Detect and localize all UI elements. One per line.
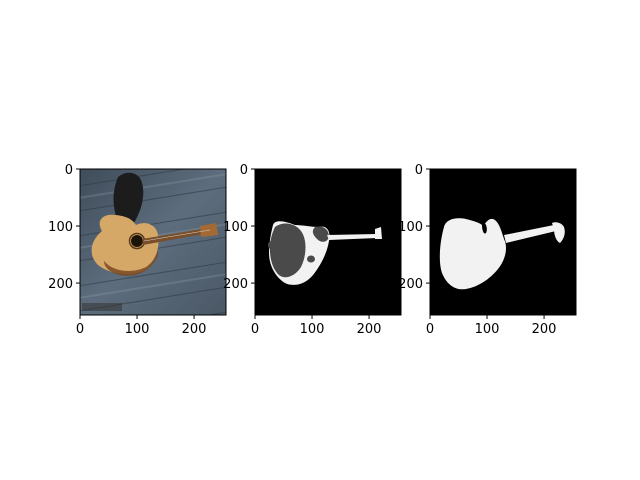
y-tick-label: 200 bbox=[398, 277, 423, 292]
y-tick-label: 100 bbox=[223, 220, 248, 235]
x-tick-label: 200 bbox=[357, 322, 382, 337]
y-tick-label: 200 bbox=[223, 277, 248, 292]
x-tick-label: 200 bbox=[182, 322, 207, 337]
y-tick-label: 0 bbox=[240, 163, 248, 178]
y-ticks: 0 100 200 bbox=[223, 163, 255, 292]
axes-frame bbox=[79, 168, 227, 316]
panel-ground-truth-mask: 0 100 200 0 100 200 bbox=[398, 163, 577, 337]
y-tick-label: 100 bbox=[398, 220, 423, 235]
x-tick-label: 0 bbox=[251, 322, 259, 337]
axes-frame bbox=[429, 168, 577, 316]
mask-icon bbox=[255, 169, 401, 315]
x-tick-label: 0 bbox=[76, 322, 84, 337]
y-tick-label: 0 bbox=[415, 163, 423, 178]
x-ticks: 0 100 200 bbox=[251, 315, 382, 337]
x-tick-label: 200 bbox=[532, 322, 557, 337]
x-ticks: 0 100 200 bbox=[76, 315, 207, 337]
y-tick-label: 200 bbox=[48, 277, 73, 292]
y-tick-label: 100 bbox=[48, 220, 73, 235]
x-tick-label: 100 bbox=[300, 322, 325, 337]
y-ticks: 0 100 200 bbox=[398, 163, 430, 292]
x-tick-label: 100 bbox=[475, 322, 500, 337]
axes-frame bbox=[254, 168, 402, 316]
guitar-photo-icon bbox=[80, 169, 226, 315]
panel-photo: 0 100 200 0 100 200 bbox=[48, 163, 227, 337]
y-ticks: 0 100 200 bbox=[48, 163, 80, 292]
x-ticks: 0 100 200 bbox=[426, 315, 557, 337]
x-tick-label: 100 bbox=[125, 322, 150, 337]
y-tick-label: 0 bbox=[65, 163, 73, 178]
panel-predicted-mask: 0 100 200 0 100 200 bbox=[223, 163, 402, 337]
mask-icon bbox=[430, 169, 576, 315]
x-tick-label: 0 bbox=[426, 322, 434, 337]
